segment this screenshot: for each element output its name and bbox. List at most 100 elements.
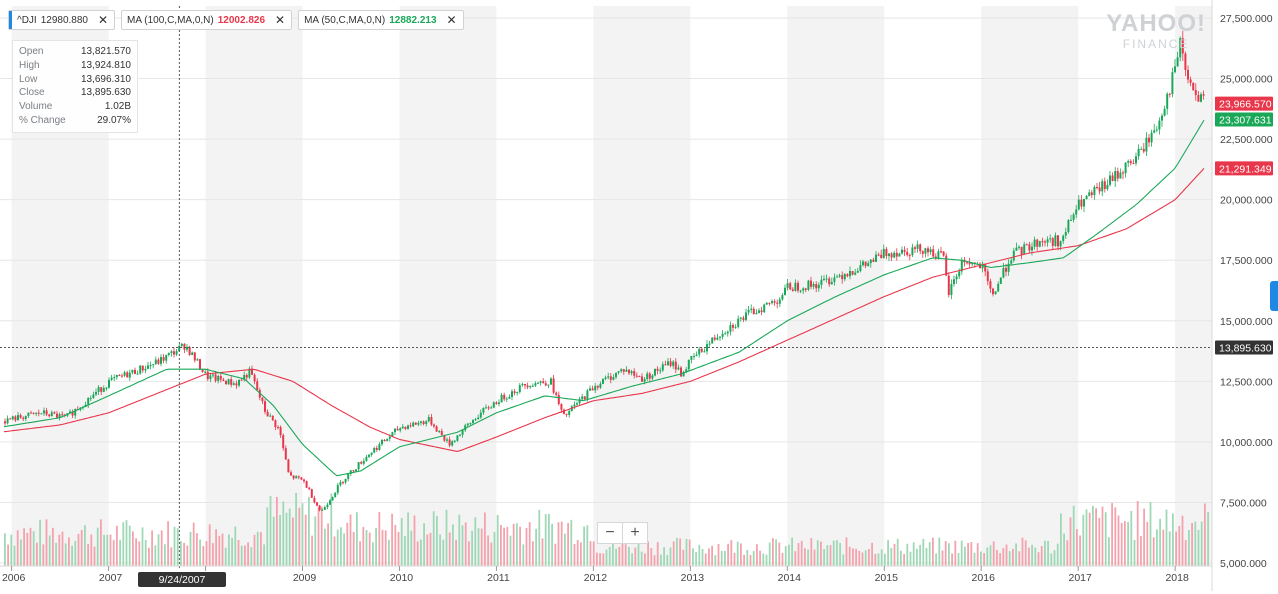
candle-body <box>396 428 399 431</box>
volume-bar <box>16 530 19 566</box>
volume-bar <box>148 547 150 566</box>
candle-body <box>607 376 610 378</box>
volume-bar <box>826 545 829 566</box>
candle-body <box>838 275 841 277</box>
candle-body <box>102 388 105 392</box>
volume-bar <box>842 554 845 566</box>
ohlc-label: Low <box>19 73 38 85</box>
volume-bar <box>87 543 89 566</box>
volume-bar <box>1159 518 1161 566</box>
volume-bar <box>528 522 531 566</box>
volume-bar <box>1162 529 1165 566</box>
candle-body <box>1153 130 1156 133</box>
volume-bar <box>784 546 787 566</box>
volume-bar <box>912 542 915 566</box>
volume-bar <box>269 495 272 566</box>
volume-bar <box>733 552 736 566</box>
remove-ma100-close-icon[interactable]: ✕ <box>275 13 286 27</box>
candle-body <box>43 410 45 414</box>
volume-bar <box>964 546 966 566</box>
volume-bar <box>474 517 477 566</box>
candle-body <box>256 381 259 390</box>
zoom-controls: − + <box>597 522 648 544</box>
volume-bar <box>356 512 358 566</box>
y-tick-label: 20,000.000 <box>1220 195 1273 207</box>
candle-body <box>810 280 812 287</box>
candle-body <box>612 377 615 380</box>
candle-body <box>1054 235 1057 246</box>
candle-body <box>1132 163 1135 165</box>
volume-bar <box>1152 537 1155 566</box>
candle-body <box>524 383 526 386</box>
volume-bar <box>788 544 790 566</box>
candle-body <box>290 472 292 476</box>
candle-body <box>232 383 235 385</box>
legend-ma100-chip[interactable]: MA (100,C,MA,0,N) 12002.826 ✕ <box>121 10 293 30</box>
candle-body <box>950 284 953 295</box>
candle-body <box>35 412 38 414</box>
legend-symbol-chip[interactable]: ^DJI 12980.880 ✕ <box>8 10 116 30</box>
candle-body <box>1012 250 1015 261</box>
volume-bar <box>93 546 96 566</box>
candle-body <box>716 337 719 340</box>
candle-body <box>193 352 196 361</box>
ohlc-high-row: High 13,924.810 <box>19 59 131 73</box>
candle-body <box>399 428 402 431</box>
volume-bar <box>612 539 614 566</box>
volume-bar <box>186 545 189 566</box>
candle-body <box>833 277 836 283</box>
zoom-out-button[interactable]: − <box>605 524 615 541</box>
remove-symbol-close-icon[interactable]: ✕ <box>97 13 109 27</box>
candle-body <box>742 317 745 320</box>
volume-bar <box>980 551 982 566</box>
volume-bar <box>400 518 403 566</box>
candle-body <box>1044 241 1046 243</box>
volume-bar <box>1047 540 1049 566</box>
candle-body <box>1114 171 1117 181</box>
side-panel-toggle[interactable] <box>1270 281 1278 311</box>
candle-body <box>284 448 287 460</box>
candle-body <box>940 251 942 253</box>
volume-bar <box>493 531 496 566</box>
volume-bar <box>272 516 275 566</box>
volume-bar <box>164 544 166 566</box>
candle-body <box>71 411 74 416</box>
volume-bar <box>1156 529 1158 566</box>
candle-body <box>1023 244 1026 255</box>
y-tick-label: 10,000.000 <box>1220 437 1273 449</box>
candle-body <box>261 397 264 402</box>
candle-body <box>157 359 160 364</box>
volume-bar <box>336 529 339 566</box>
candle-body <box>1197 94 1200 102</box>
volume-bar <box>74 540 77 566</box>
candle-body <box>53 412 56 414</box>
candle-body <box>108 379 110 388</box>
candle-body <box>771 301 773 304</box>
volume-bar <box>432 511 435 566</box>
legend-ma50-chip[interactable]: MA (50,C,MA,0,N) 12882.213 ✕ <box>298 10 464 30</box>
volume-bar <box>557 522 560 566</box>
candle-body <box>61 414 64 416</box>
candle-body <box>225 380 227 385</box>
volume-bar <box>1146 521 1149 566</box>
candle-body <box>386 438 389 442</box>
volume-bar <box>256 531 259 566</box>
candle-body <box>58 414 61 418</box>
candle-body <box>669 361 672 366</box>
volume-bar <box>170 547 173 566</box>
candle-body <box>30 412 32 414</box>
candle-body <box>89 397 92 399</box>
volume-bar <box>4 533 6 566</box>
zoom-in-button[interactable]: + <box>622 523 647 543</box>
candle-body <box>435 426 438 432</box>
remove-ma50-close-icon[interactable]: ✕ <box>446 13 457 27</box>
candle-body <box>531 385 534 387</box>
volume-bar <box>1133 539 1136 566</box>
candle-body <box>576 403 578 405</box>
candle-body <box>292 475 295 479</box>
candle-body <box>698 348 701 355</box>
candle-body <box>1140 148 1143 150</box>
candle-body <box>456 435 459 441</box>
